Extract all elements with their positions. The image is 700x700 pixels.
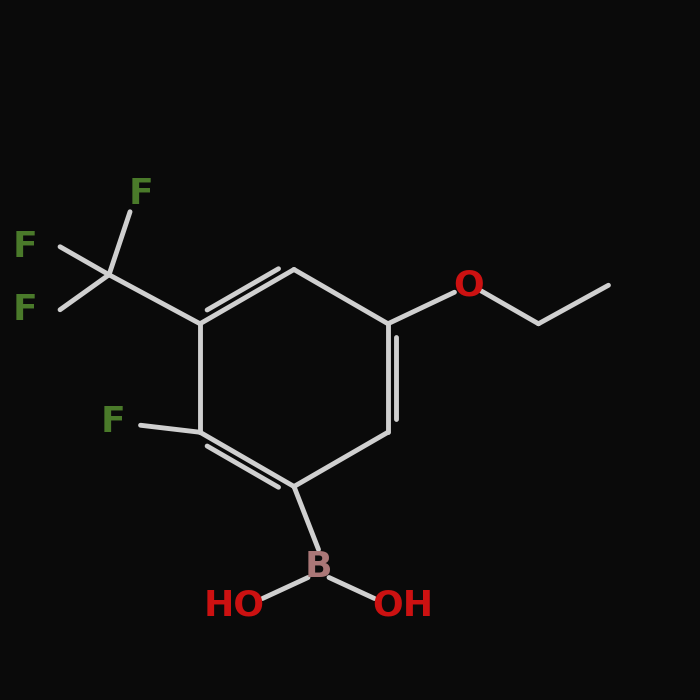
Text: F: F	[13, 230, 37, 264]
Text: B: B	[304, 550, 332, 584]
Text: F: F	[13, 293, 37, 327]
Text: F: F	[128, 177, 153, 211]
Text: OH: OH	[372, 589, 433, 622]
Text: O: O	[453, 268, 484, 302]
Text: F: F	[100, 405, 125, 439]
Text: HO: HO	[204, 589, 265, 622]
